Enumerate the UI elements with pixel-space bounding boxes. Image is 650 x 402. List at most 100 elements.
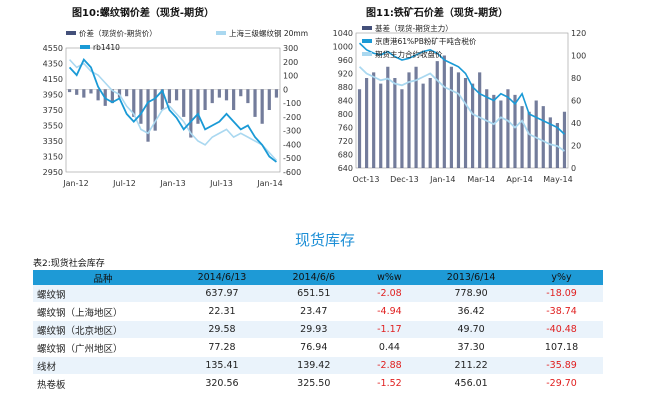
plot-frame: [65, 47, 281, 173]
table-cell: 77.28: [173, 338, 271, 357]
header-cell: 2014/6/6: [270, 270, 357, 285]
table-caption: 表2:现货社会库存: [33, 259, 105, 269]
table-row: 线材 135.41 139.42 -2.88 211.22 -35.89: [33, 356, 603, 375]
y-left-tick-label: 960: [338, 56, 353, 65]
x-tick-label: Dec-13: [390, 175, 419, 184]
bar-mark: [110, 89, 114, 104]
bar-mark: [541, 106, 545, 168]
table-cell: -1.17: [356, 320, 423, 339]
header-cell: 2013/6/14: [422, 270, 521, 285]
table-cell: -4.94: [356, 302, 423, 321]
table-row: 螺纹钢（广州地区） 77.28 76.94 0.44 37.30 107.18: [33, 338, 603, 357]
y-left-tick-label: 4350: [43, 60, 63, 69]
x-tick-label: Jul-12: [112, 179, 136, 188]
table-cell: 螺纹钢（北京地区）: [33, 320, 173, 339]
x-tick-label: Jan-14: [429, 175, 455, 184]
bar-mark: [82, 89, 86, 98]
table-cell: 135.41: [173, 356, 271, 375]
legend-label: 京唐港61%PB粉矿干吨含税价: [375, 36, 477, 46]
steel-spread-chart: 图10:螺纹钢价差（现货-期货） 4550 4350 4150 3950 3750 355…: [0, 0, 320, 200]
chart2-title: 图11:铁矿石价差（现货-期货）: [366, 8, 509, 19]
table-cell: 76.94: [270, 338, 357, 357]
legend-swatch: [362, 39, 372, 43]
table-row: 螺纹钢 637.97 651.51 -2.08 778.90 -18.09: [33, 285, 603, 303]
bar-mark: [67, 89, 72, 93]
chart1-title: 图10:螺纹钢价差（现货-期货）: [72, 8, 215, 19]
bar-mark: [89, 89, 93, 94]
bar-mark: [471, 83, 475, 168]
bar-mark: [407, 72, 411, 168]
legend-swatch: [216, 31, 226, 35]
bar-mark: [365, 78, 369, 168]
y-left-tick-label: 1040: [333, 29, 353, 38]
y-left-tick-label: 3550: [43, 122, 63, 131]
legend-label: rb1410: [93, 43, 120, 52]
y-left-tick-label: 4550: [43, 44, 63, 53]
bar-mark: [253, 89, 257, 117]
header-cell: 品种: [33, 270, 173, 285]
bar-mark: [267, 89, 271, 110]
bar-mark: [520, 106, 524, 168]
series-line: [358, 66, 565, 152]
bar-mark: [203, 89, 207, 110]
table-cell: 22.31: [173, 302, 271, 321]
y-right-tick-label: 40: [571, 119, 581, 128]
table-cell: -35.89: [520, 356, 603, 375]
table-cell: -2.88: [356, 356, 423, 375]
table-cell: 107.18: [520, 338, 603, 357]
bar-mark: [393, 78, 397, 168]
bar-mark: [442, 55, 446, 168]
y-right-tick-label: 100: [283, 72, 298, 81]
header-cell: y%y: [520, 270, 603, 285]
table-cell: 456.01: [422, 374, 521, 393]
header-cell: w%w: [356, 270, 423, 285]
table-cell: 螺纹钢（上海地区）: [33, 302, 173, 321]
y-left-tick-label: 4150: [43, 75, 63, 84]
table-cell: 23.47: [270, 302, 357, 321]
header-cell: 2014/6/13: [173, 270, 271, 285]
y-right-tick-label: 200: [283, 58, 298, 67]
bar-mark: [499, 100, 503, 168]
bar-mark: [534, 100, 538, 168]
table-cell: 36.42: [422, 302, 521, 321]
table-cell: 29.93: [270, 320, 357, 339]
bar-mark: [132, 89, 136, 117]
bar-mark: [527, 111, 531, 168]
bar-mark: [435, 61, 439, 168]
y-left-tick-label: 840: [338, 97, 353, 106]
y-left-tick-label: 3150: [43, 153, 63, 162]
y-left-tick-label: 680: [338, 151, 353, 160]
table-cell: 637.97: [173, 285, 271, 303]
table-cell: -29.70: [520, 374, 603, 393]
bar-mark: [386, 66, 390, 168]
bar-mark: [274, 89, 279, 98]
legend-swatch: [362, 26, 372, 30]
bar-mark: [174, 89, 179, 101]
bar-mark: [75, 89, 79, 95]
x-tick-label: Jul-13: [209, 179, 233, 188]
x-tick-label: Apr-14: [506, 175, 532, 184]
table-cell: 螺纹钢: [33, 285, 173, 303]
table-cell: 29.58: [173, 320, 271, 339]
bar-mark: [478, 72, 482, 168]
y-left-tick-label: 3350: [43, 137, 63, 146]
table-cell: 139.42: [270, 356, 357, 375]
series-line: [68, 58, 277, 163]
table-cell: 325.50: [270, 374, 357, 393]
bar-mark: [96, 89, 100, 101]
y-left-tick-label: 880: [338, 83, 353, 92]
table-cell: -40.48: [520, 320, 603, 339]
bar-mark: [232, 89, 236, 110]
legend-swatch: [362, 52, 372, 56]
bar-mark: [196, 89, 200, 124]
y-right-tick-label: 0: [571, 164, 576, 173]
legend-label: 期货主力合约收盘价: [375, 49, 443, 59]
y-left-tick-label: 720: [338, 137, 353, 146]
bar-mark: [414, 66, 418, 168]
y-left-tick-label: 1000: [333, 43, 353, 52]
y-right-tick-label: 60: [571, 97, 581, 106]
table-cell: -1.52: [356, 374, 423, 393]
y-right-tick-label: 0: [283, 85, 288, 94]
table-cell: -18.09: [520, 285, 603, 303]
bar-mark: [562, 111, 567, 168]
